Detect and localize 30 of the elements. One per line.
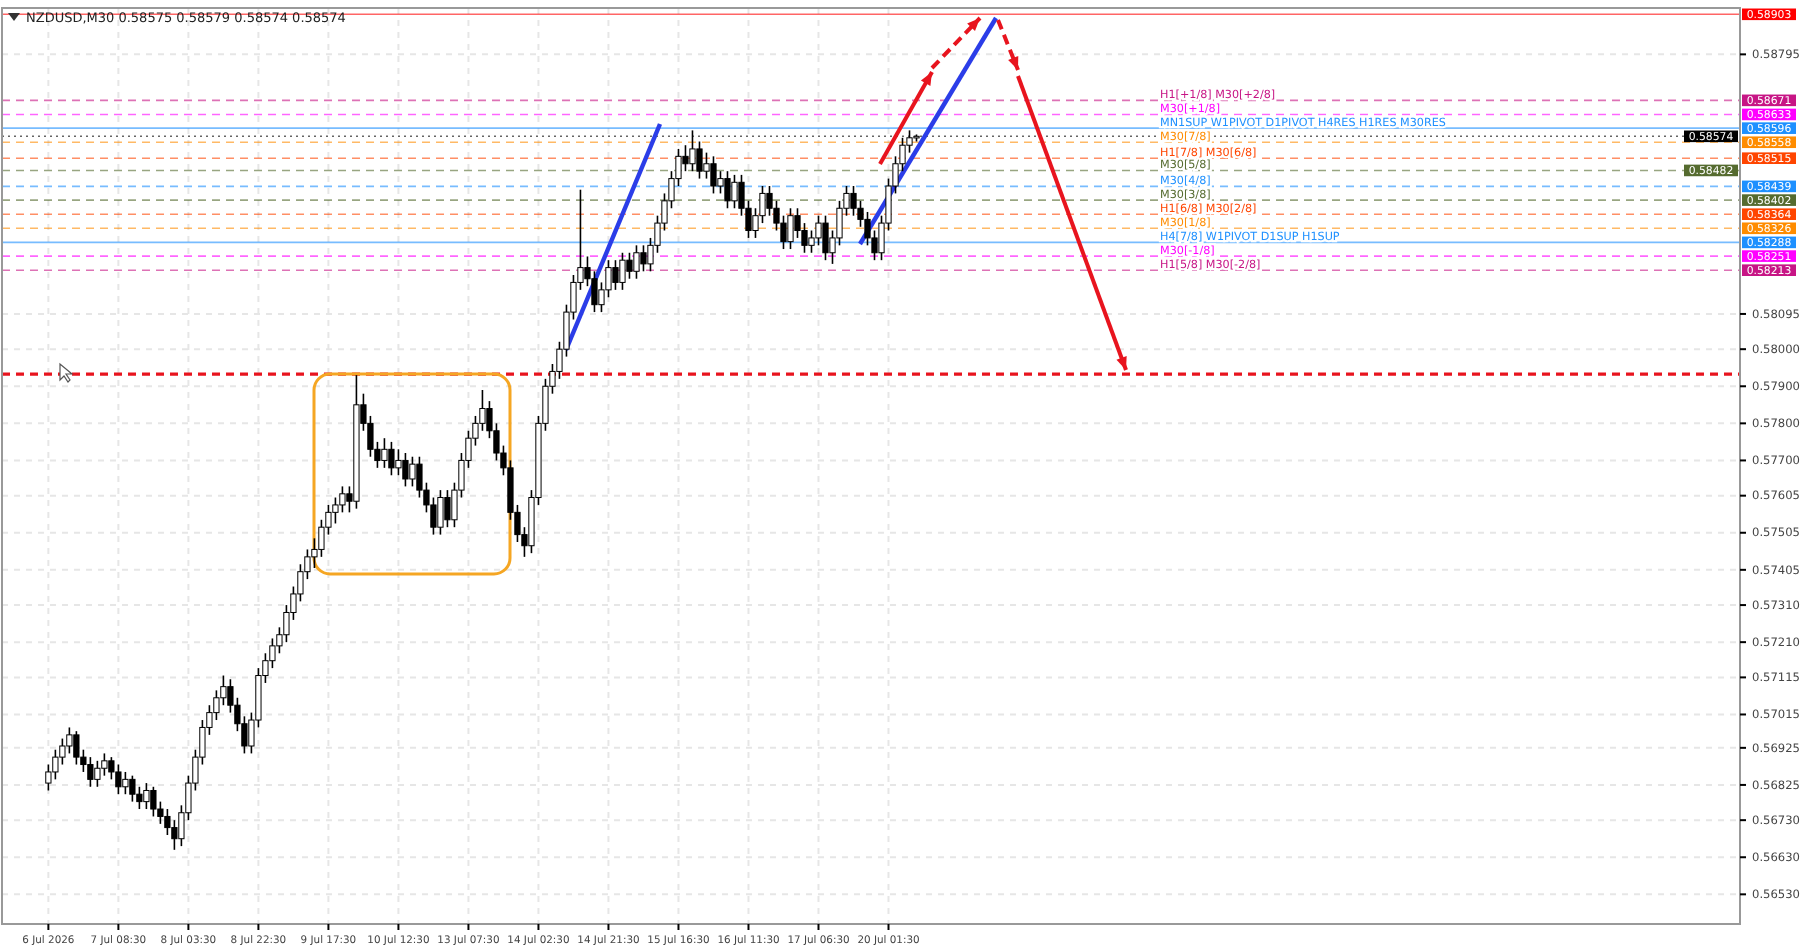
candlestick [388, 441, 395, 477]
candlestick [619, 251, 626, 291]
candlestick [409, 455, 416, 488]
candlestick [143, 782, 150, 810]
candlestick [640, 244, 647, 273]
candlestick [402, 452, 409, 488]
candlestick [787, 207, 794, 250]
candlestick [381, 437, 388, 469]
candlestick [87, 756, 94, 788]
candlestick [94, 760, 101, 788]
candlestick [129, 774, 136, 803]
candlestick [437, 489, 444, 536]
candlestick [731, 174, 738, 210]
candlestick [395, 448, 402, 477]
candlestick [822, 214, 829, 261]
candlestick [682, 144, 689, 172]
candlestick [150, 785, 157, 818]
candlestick [703, 151, 710, 180]
candlestick [689, 129, 696, 172]
candlestick [626, 251, 633, 280]
candlestick [444, 489, 451, 528]
candlestick [815, 214, 822, 247]
candlestick [633, 244, 640, 280]
candlestick [122, 771, 129, 795]
candlestick [717, 170, 724, 195]
candlestick [724, 170, 731, 210]
candlestick [73, 730, 80, 766]
candlestick [115, 763, 122, 795]
candlestick [612, 259, 619, 291]
candlestick [710, 155, 717, 195]
